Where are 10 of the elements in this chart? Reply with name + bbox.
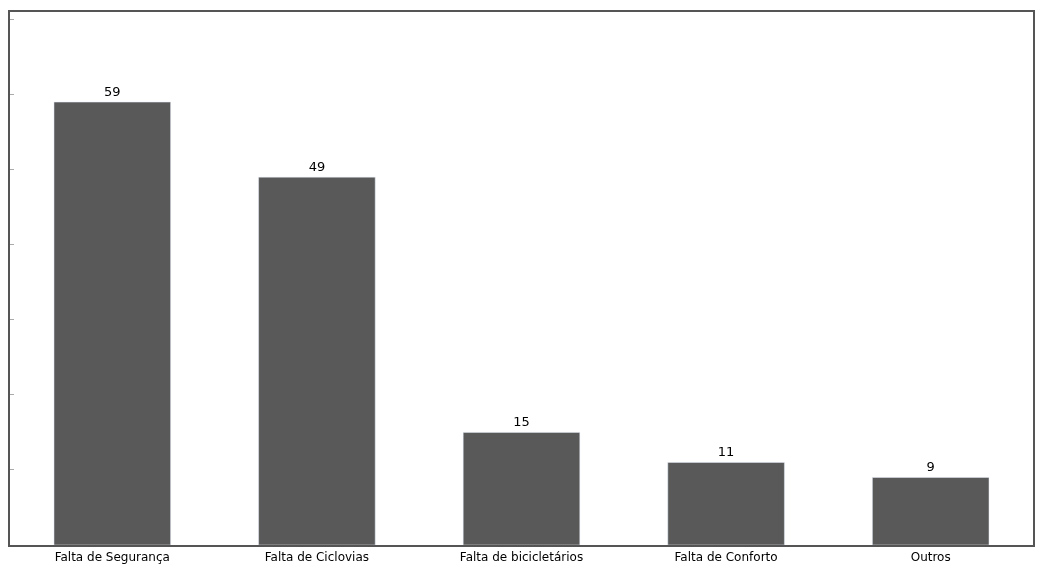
x-tick-label: Falta de Ciclovias — [264, 550, 369, 565]
data-label: 59 — [104, 84, 121, 100]
data-label: 11 — [717, 444, 735, 460]
x-tick-label: Falta de bicicletários — [459, 550, 584, 565]
x-tick-label: Outros — [910, 550, 951, 565]
x-tick-label: Falta de Segurança — [54, 550, 170, 565]
x-tick-label: Falta de Conforto — [674, 550, 778, 565]
data-label: 15 — [513, 414, 530, 430]
data-label: 9 — [926, 459, 935, 475]
data-label: 49 — [308, 159, 326, 175]
